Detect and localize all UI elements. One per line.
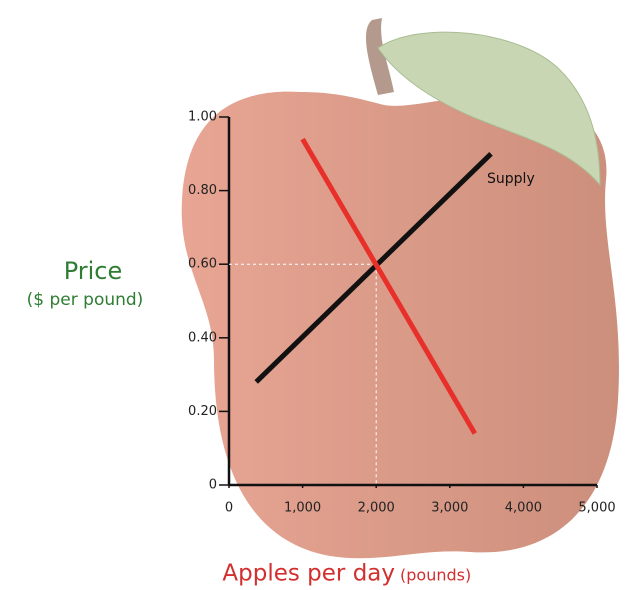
x-axis-label: Apples per day [222,561,395,587]
x-tick-label: 4,000 [505,501,542,516]
x-tick-label: 2,000 [358,501,395,516]
x-tick-label: 3,000 [431,501,468,516]
y-tick-label: 1.00 [188,110,217,125]
y-tick-label: 0.20 [188,404,217,419]
demand-line [300,137,477,435]
x-tick-label: 5,000 [578,501,615,516]
y-tick-label: 0.40 [188,330,217,345]
y-tick-label: 0.60 [188,257,217,272]
x-axis-label-sub: (pounds) [400,566,471,585]
y-tick-label: 0.80 [188,183,217,198]
supply-line [254,152,493,384]
y-axis-label-sub: ($ per pound) [27,290,144,310]
series-label: Supply [487,171,535,187]
y-tick-label: 0 [209,478,217,493]
y-axis-label: Price [64,257,123,285]
x-tick-label: 0 [225,501,233,516]
x-tick-label: 1,000 [284,501,321,516]
apple-illustration [181,18,619,559]
